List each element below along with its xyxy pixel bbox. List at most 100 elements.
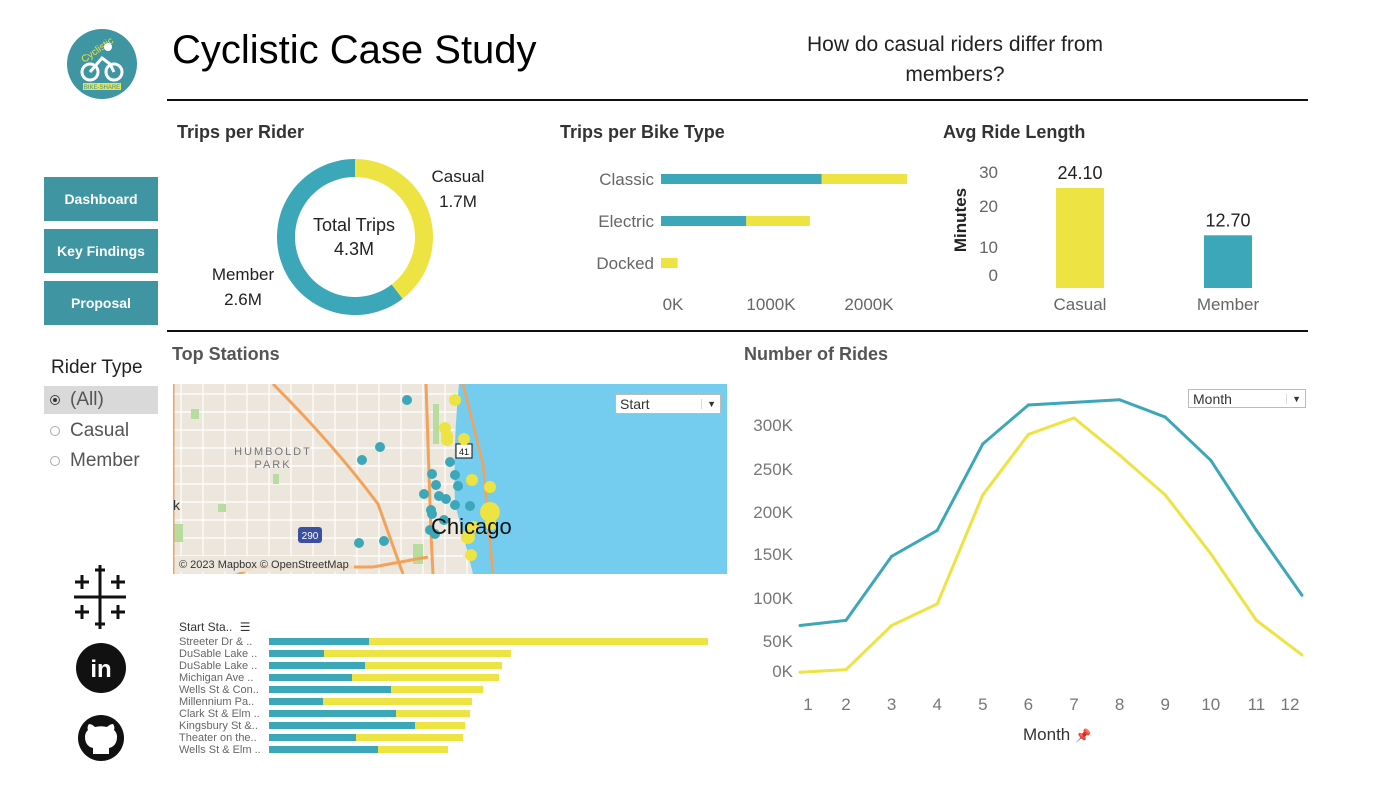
station-bar-member[interactable] — [269, 638, 369, 645]
line-member — [799, 398, 1304, 628]
station-dot-member — [434, 491, 444, 501]
nav-dashboard-button[interactable]: Dashboard — [44, 177, 158, 221]
page-title: Cyclistic Case Study — [172, 28, 537, 72]
station-bar-member[interactable] — [269, 662, 365, 669]
station-bar-casual[interactable] — [369, 638, 708, 645]
station-bar-member[interactable] — [269, 698, 323, 705]
x-tick-label: 9 — [1160, 695, 1169, 714]
bar-casual — [1056, 187, 1104, 288]
stations-map[interactable]: 290 41 HUMBOLDT PARK k Chicago © 2023 Ma… — [173, 384, 727, 574]
member-label: Member — [211, 265, 275, 284]
station-bar-casual[interactable] — [352, 674, 499, 681]
station-row[interactable]: Kingsbury St &.. — [179, 720, 258, 732]
station-row[interactable]: Theater on the.. — [179, 732, 257, 744]
donut-slice-member[interactable] — [277, 159, 403, 315]
station-bar-member[interactable] — [269, 686, 391, 693]
point-member — [1254, 528, 1258, 532]
bar-casual-docked — [661, 258, 678, 268]
x-tick-label: 11 — [1248, 695, 1266, 714]
month-dropdown[interactable]: Month ▼ — [1188, 389, 1306, 408]
station-dot-casual — [458, 433, 470, 445]
map-label-park: PARK — [254, 459, 291, 471]
station-row[interactable]: DuSable Lake .. — [179, 660, 257, 672]
member-value: 2.6M — [224, 290, 262, 309]
point-member — [798, 624, 802, 628]
station-bar-member[interactable] — [269, 722, 415, 729]
x-axis-label: Month — [1023, 725, 1071, 744]
station-dot-member — [402, 395, 412, 405]
station-dot-member — [445, 457, 455, 467]
cyclistic-logo: Cyclistic BIKE-SHARE — [67, 29, 137, 99]
y-tick-label: 20 — [979, 197, 998, 216]
station-dot-member — [439, 515, 449, 525]
station-row[interactable]: Millennium Pa.. — [179, 696, 254, 708]
nav-proposal-button[interactable]: Proposal — [44, 281, 158, 325]
filter-option-all[interactable]: (All) — [44, 386, 158, 414]
station-dot-member — [426, 505, 436, 515]
chevron-down-icon: ▼ — [701, 399, 716, 409]
point-member — [981, 442, 985, 446]
station-dot-member — [450, 470, 460, 480]
pin-icon[interactable]: 📌 — [1074, 728, 1092, 743]
station-row[interactable]: Clark St & Elm .. — [179, 708, 260, 720]
filter-option-member[interactable]: Member — [44, 447, 158, 475]
station-dot-member — [375, 442, 385, 452]
station-bar-casual[interactable] — [356, 734, 463, 741]
column-header-label: Start Sta.. — [179, 620, 233, 634]
station-bar-member[interactable] — [269, 650, 324, 657]
donut-center-label: Total Trips — [312, 215, 396, 235]
station-bar-casual[interactable] — [396, 710, 470, 717]
stations-column-header[interactable]: Start Sta.. ☰ — [179, 620, 250, 634]
station-bar-member[interactable] — [269, 734, 356, 741]
station-dot-member — [354, 538, 364, 548]
station-bar-member[interactable] — [269, 674, 352, 681]
x-tick-label: 1000K — [746, 295, 796, 314]
station-row[interactable]: Wells St & Con.. — [179, 684, 259, 696]
github-icon[interactable] — [77, 714, 125, 762]
avg-ride-chart: 30 20 10 0 Minutes 24.10 Casual 12.70 Member — [951, 163, 1260, 314]
radio-icon — [50, 456, 60, 466]
station-row[interactable]: Michigan Ave .. — [179, 672, 253, 684]
station-name: DuSable Lake .. — [179, 660, 258, 672]
station-dot-casual — [484, 481, 496, 493]
station-name: Clark St & Elm .. — [179, 708, 260, 720]
station-bar-member[interactable] — [269, 710, 396, 717]
radio-icon — [50, 395, 60, 405]
station-name: Streeter Dr & .. — [179, 636, 253, 648]
station-dot-member — [425, 525, 435, 535]
bar-casual-classic — [821, 174, 907, 184]
y-tick-label: 200K — [753, 503, 793, 522]
x-tick-label: 0K — [663, 295, 684, 314]
bike-type-label: Classic — [599, 170, 654, 189]
y-tick-label: 50K — [763, 632, 794, 651]
station-bar-casual[interactable] — [415, 722, 465, 729]
point-casual — [1072, 416, 1076, 420]
bike-type-label: Electric — [598, 212, 654, 231]
x-tick-label: 12 — [1281, 695, 1300, 714]
point-casual — [1209, 552, 1213, 556]
map-start-dropdown[interactable]: Start ▼ — [615, 394, 721, 414]
station-bar-casual[interactable] — [324, 650, 511, 657]
station-bar-casual[interactable] — [323, 698, 472, 705]
station-row[interactable]: Wells St & Elm .. — [179, 744, 261, 756]
station-bar-casual[interactable] — [378, 746, 448, 753]
x-tick-label: 8 — [1115, 695, 1124, 714]
filter-option-casual[interactable]: Casual — [44, 417, 158, 445]
trips-per-bike-chart: Classic Electric Docked 0K 1000K 2000K — [596, 170, 907, 314]
donut-slice-casual[interactable] — [355, 159, 433, 299]
tableau-icon[interactable] — [68, 565, 132, 629]
bar-member-classic — [661, 174, 822, 184]
station-bar-casual[interactable] — [365, 662, 502, 669]
hwy-label: 290 — [302, 531, 319, 542]
top-stations-title: Top Stations — [172, 344, 280, 364]
station-name: Michigan Ave .. — [179, 672, 254, 684]
linkedin-icon[interactable]: in — [75, 642, 127, 694]
nav-key-findings-button[interactable]: Key Findings — [44, 229, 158, 273]
station-bar-member[interactable] — [269, 746, 378, 753]
sort-icon[interactable]: ☰ — [239, 620, 251, 634]
svg-text:BIKE-SHARE: BIKE-SHARE — [84, 85, 120, 91]
station-row[interactable]: Streeter Dr & .. — [179, 636, 252, 648]
station-bar-casual[interactable] — [391, 686, 483, 693]
station-row[interactable]: DuSable Lake .. — [179, 648, 257, 660]
station-dot-casual — [449, 394, 461, 406]
